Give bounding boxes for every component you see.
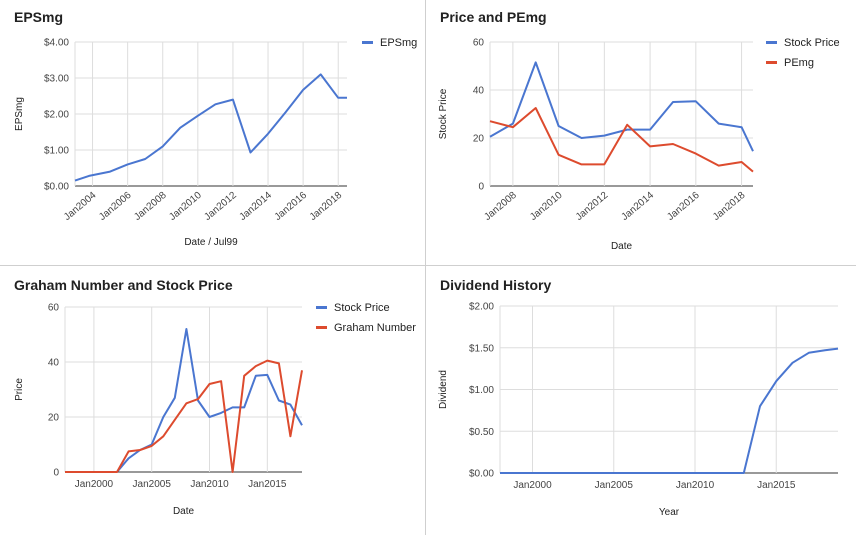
chart-title: Dividend History (440, 277, 551, 293)
y-tick-label: 40 (473, 86, 485, 97)
y-axis-title: Stock Price (438, 88, 449, 139)
y-tick-label: 60 (473, 38, 485, 49)
x-tick-label: Jan2008 (482, 190, 519, 223)
y-tick-label: 20 (48, 413, 60, 424)
y-tick-label: $2.00 (44, 110, 69, 121)
x-tick-label: Jan2008 (132, 190, 169, 223)
y-tick-label: $0.00 (44, 182, 69, 193)
x-tick-label: Jan2010 (190, 479, 229, 490)
series-line-0 (74, 73, 347, 182)
dividend-chart: Dividend History $0.00 $0.50 $1.00 $1.50 $2.0… (426, 266, 856, 535)
y-tick-label: $2.00 (469, 302, 494, 313)
series-line-0 (65, 328, 303, 473)
y-tick-label: $0.00 (469, 469, 494, 480)
legend-label: Stock Price (334, 302, 390, 314)
y-tick-label: $1.00 (469, 385, 494, 396)
y-tick-label: 40 (48, 358, 60, 369)
x-tick-label: Jan2004 (62, 190, 99, 223)
x-axis-title: Year (659, 507, 680, 518)
y-axis-title: EPSmg (14, 97, 25, 131)
price-pe-chart: Price and PEmg 0 20 40 60 Jan2008 Jan2010 Jan20… (426, 0, 856, 265)
x-tick-label: Jan2015 (757, 480, 796, 491)
graham-chart: Graham Number and Stock Price 0 20 40 60 Jan2… (0, 266, 425, 535)
x-tick-label: Jan2010 (528, 190, 565, 223)
x-tick-label: Jan2018 (711, 190, 748, 223)
eps-chart: EPSmg$0.00$1.00$2.00$3.00$4.00Jan2004Jan… (0, 0, 425, 265)
y-tick-label: 20 (473, 134, 485, 145)
chart-title: Price and PEmg (440, 9, 547, 25)
series-line-0 (500, 347, 839, 474)
y-tick-label: 0 (478, 182, 484, 193)
y-tick-label: 0 (53, 468, 59, 479)
x-tick-label: Jan2000 (513, 480, 552, 491)
chart-title: EPSmg (14, 9, 63, 25)
x-tick-label: Jan2000 (75, 479, 114, 490)
y-tick-label: 60 (48, 303, 60, 314)
x-tick-label: Jan2012 (574, 190, 611, 223)
x-tick-label: Jan2005 (595, 480, 634, 491)
legend-swatch (316, 326, 327, 329)
x-axis-title: Date (173, 506, 195, 517)
x-tick-label: Jan2006 (97, 190, 134, 223)
x-tick-label: Jan2018 (308, 190, 345, 223)
legend-swatch (766, 61, 777, 64)
y-tick-label: $1.50 (469, 343, 494, 354)
series-line-1 (65, 359, 303, 473)
y-tick-label: $3.00 (44, 74, 69, 85)
x-tick-label: Jan2015 (248, 479, 287, 490)
y-tick-label: $4.00 (44, 38, 69, 49)
x-tick-label: Jan2010 (167, 190, 204, 223)
legend-label: PEmg (784, 57, 814, 69)
y-tick-label: $0.50 (469, 427, 494, 438)
x-axis-title: Date (611, 241, 633, 252)
legend-swatch (316, 306, 327, 309)
x-tick-label: Jan2010 (676, 480, 715, 491)
vertical-divider (425, 0, 426, 535)
x-tick-label: Jan2016 (273, 190, 310, 223)
series-line-0 (489, 61, 754, 152)
x-tick-label: Jan2005 (133, 479, 172, 490)
y-tick-label: $1.00 (44, 146, 69, 157)
chart-title: Graham Number and Stock Price (14, 277, 233, 293)
legend-swatch (766, 41, 777, 44)
x-axis-title: Date / Jul99 (184, 237, 238, 248)
x-tick-label: Jan2014 (620, 190, 657, 223)
x-tick-label: Jan2012 (202, 190, 239, 223)
legend-swatch (362, 41, 373, 44)
legend-label: Graham Number (334, 322, 416, 334)
series-line-1 (489, 107, 754, 173)
x-tick-label: Jan2016 (665, 190, 702, 223)
y-axis-title: Price (14, 378, 25, 401)
legend-label: EPSmg (380, 37, 417, 49)
x-tick-label: Jan2014 (237, 190, 274, 223)
horizontal-divider (0, 265, 856, 266)
legend-label: Stock Price (784, 37, 840, 49)
y-axis-title: Dividend (438, 370, 449, 409)
